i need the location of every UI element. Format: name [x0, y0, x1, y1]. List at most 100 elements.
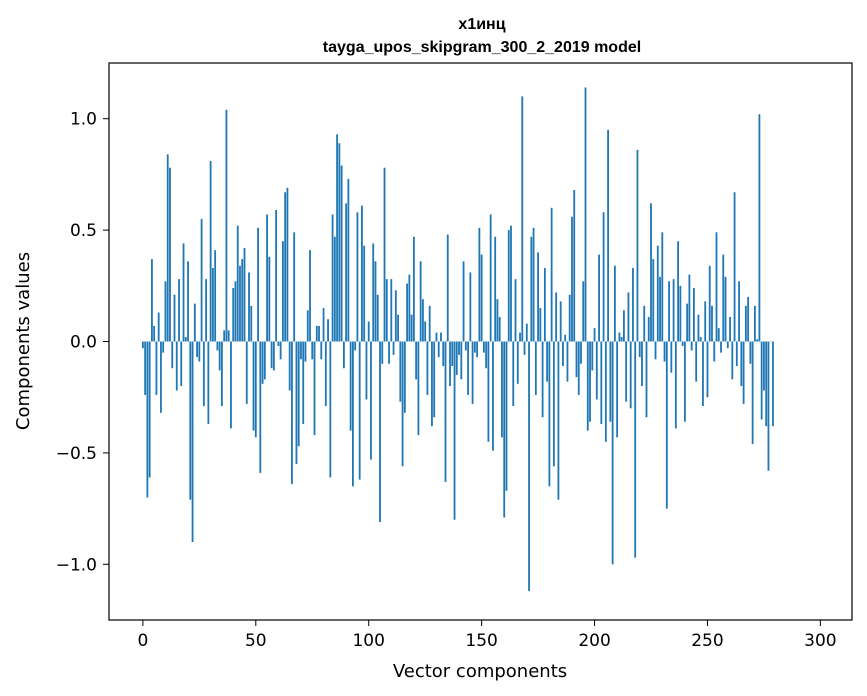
bar	[489, 214, 492, 342]
bars-group	[141, 87, 774, 592]
bar	[408, 274, 411, 342]
bar	[647, 316, 650, 342]
bar	[320, 341, 323, 360]
bar	[349, 341, 352, 431]
bar	[659, 276, 661, 342]
bar	[593, 328, 596, 342]
bar	[571, 216, 573, 342]
bar	[155, 341, 158, 395]
bar	[580, 341, 582, 364]
bar	[157, 312, 160, 342]
x-tick-label: 150	[465, 631, 497, 651]
bar	[577, 341, 580, 395]
bar	[322, 308, 325, 342]
bar	[636, 149, 639, 342]
bar	[173, 294, 176, 342]
bar	[376, 294, 379, 342]
bar	[284, 192, 287, 342]
bar	[693, 288, 695, 342]
bar	[252, 341, 255, 431]
y-tick-label: 1.0	[70, 110, 97, 130]
bar	[661, 232, 664, 342]
bar	[200, 218, 203, 342]
bar	[248, 272, 250, 342]
bar	[141, 341, 144, 349]
bar	[383, 167, 386, 342]
bar	[189, 341, 192, 500]
bar	[532, 227, 535, 342]
bar	[311, 341, 314, 360]
bar	[573, 190, 576, 342]
bar	[641, 341, 643, 387]
bar	[501, 341, 503, 438]
bar	[363, 245, 366, 342]
bar	[516, 341, 519, 384]
bar	[706, 341, 709, 398]
bar	[586, 341, 589, 431]
bar	[767, 341, 770, 471]
bar	[575, 341, 578, 378]
bar	[584, 87, 587, 342]
bar	[304, 341, 307, 362]
bar	[211, 267, 214, 342]
bar	[473, 341, 476, 353]
bar	[221, 341, 223, 407]
bar	[171, 341, 174, 369]
bar	[541, 341, 544, 418]
bar	[735, 341, 738, 367]
bar	[627, 292, 630, 342]
bar	[460, 341, 463, 380]
bar	[562, 341, 564, 367]
bar	[374, 261, 377, 342]
bar	[740, 341, 743, 387]
bar	[370, 341, 372, 460]
bar	[397, 314, 399, 342]
bar	[336, 134, 338, 342]
bar	[602, 212, 605, 342]
bar	[548, 341, 551, 487]
bar	[595, 341, 598, 400]
bar	[297, 341, 300, 447]
bar	[286, 187, 289, 342]
y-tick-label: 0.0	[70, 333, 97, 353]
bar	[568, 294, 571, 342]
bar	[340, 165, 343, 342]
bar	[166, 154, 169, 342]
bar	[512, 341, 515, 407]
bar	[254, 341, 257, 438]
bar	[498, 316, 501, 342]
bar	[442, 341, 445, 367]
x-tick-label: 200	[578, 631, 610, 651]
bar	[729, 316, 731, 342]
bar	[266, 214, 268, 342]
bar	[437, 341, 440, 358]
bar	[672, 279, 675, 342]
bar	[453, 341, 456, 520]
bar	[625, 341, 628, 402]
bar	[428, 305, 431, 342]
bar	[175, 341, 178, 391]
bar	[702, 341, 704, 407]
bar	[507, 230, 510, 342]
bar	[455, 341, 458, 375]
bar	[494, 236, 497, 342]
bar	[543, 267, 546, 342]
bar	[318, 325, 320, 342]
bar	[683, 341, 686, 422]
bar	[313, 341, 316, 436]
bar	[645, 341, 648, 418]
bar	[327, 319, 329, 342]
bar	[223, 330, 226, 342]
x-tick-label: 300	[804, 631, 836, 651]
bar	[634, 341, 637, 558]
bar	[232, 288, 235, 342]
bar	[275, 210, 278, 342]
bar	[263, 341, 266, 380]
bar	[686, 303, 689, 342]
bar	[227, 330, 230, 342]
bar	[207, 341, 210, 424]
bar	[464, 341, 467, 351]
bar	[496, 299, 499, 342]
bar	[663, 341, 666, 362]
